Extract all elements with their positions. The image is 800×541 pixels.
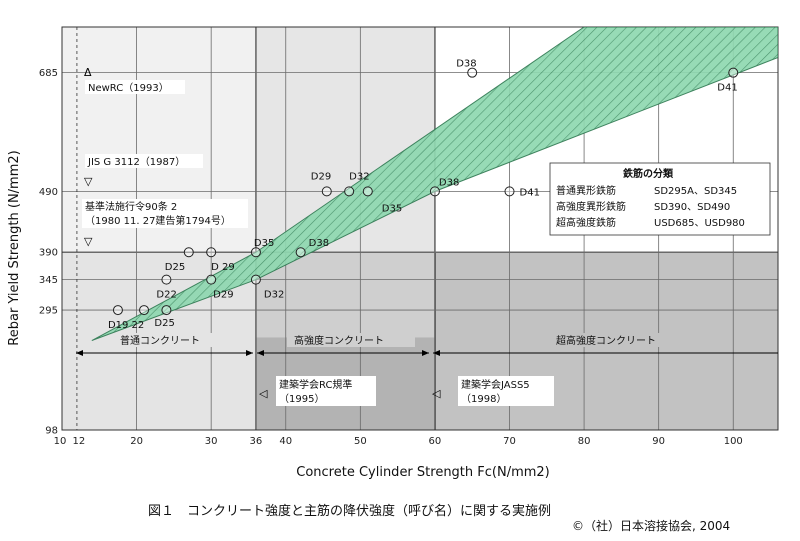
x-tick-label-9: 80 — [578, 436, 591, 447]
x-tick-label-6: 50 — [354, 436, 367, 447]
x-tick-label-0: 10 — [54, 436, 67, 447]
point-label-7: D35 — [254, 238, 274, 249]
legend-title: 鉄筋の分類 — [623, 167, 674, 180]
point-label-3: D22 — [156, 290, 176, 301]
point-label-13: D38 — [439, 177, 459, 188]
point-label-15: D38 — [456, 59, 476, 70]
annotation-jass5-2: （1998） — [461, 393, 506, 405]
point-label-4: D25 — [165, 262, 185, 273]
point-label-14: D41 — [520, 187, 540, 198]
x-tick-label-10: 90 — [652, 436, 665, 447]
legend: 鉄筋の分類 普通異形鉄筋 SD295A、SD345 高強度異形鉄筋 SD390、… — [549, 162, 771, 236]
point-14 — [504, 186, 515, 197]
annotation-jis: JIS G 3112（1987） — [87, 156, 185, 168]
legend-row-3-name: 超高強度鉄筋 — [556, 216, 616, 229]
points-layer: D19 22 D25 D22 D25 D 29 D29 D35 D32 D38 D29 D32 D35… — [108, 59, 739, 331]
legend-row-1-name: 普通異形鉄筋 — [556, 184, 616, 197]
annotation-aij-rc-2: （1995） — [279, 393, 324, 405]
point-0 — [112, 305, 123, 316]
point-16 — [728, 67, 739, 78]
y-tick-label-4: 490 — [39, 187, 58, 198]
region-label-high: 高強度コンクリート — [294, 334, 384, 347]
annotation-newrc: NewRC（1993） — [88, 82, 169, 94]
legend-row-2-grades: SD390、SD490 — [654, 202, 730, 213]
triangle-marker-aij-rc: ◁ — [259, 387, 268, 400]
legend-row-2-name: 高強度異形鉄筋 — [556, 200, 626, 213]
annotation-kijun-2: （1980 11. 27建告第1794号） — [85, 214, 231, 227]
standards-annotations: Δ NewRC（1993） JIS G 3112（1987） ▽ 基準法施行令9… — [82, 66, 554, 406]
point-3 — [161, 274, 172, 285]
annotation-jass5-1: 建築学会JASS5 — [461, 378, 530, 391]
y-tick-label-2: 345 — [39, 275, 58, 286]
triangle-marker-kijun: ▽ — [84, 235, 93, 248]
strength-band — [91, 27, 778, 341]
ticks-layer: 98 295 345 390 490 685 10 12 20 30 36 40 50 60 70 80 90 1… — [39, 68, 743, 447]
copyright-text: ©（社）日本溶接協会, 2004 — [572, 519, 731, 533]
annotation-kijun-1: 基準法施行令90条 2 — [85, 200, 177, 213]
point-label-8: D32 — [264, 290, 284, 301]
point-label-2: D25 — [154, 318, 174, 329]
region-labels: 普通コンクリート 高強度コンクリート 超高強度コンクリート — [76, 333, 778, 356]
y-tick-label-1: 295 — [39, 306, 58, 317]
point-label-6: D29 — [213, 290, 233, 301]
y-tick-label-5: 685 — [39, 68, 58, 79]
point-12 — [362, 186, 373, 197]
point-10 — [321, 186, 332, 197]
y-axis-title: Rebar Yield Strength (N/mm2) — [7, 150, 22, 345]
point-label-10: D29 — [311, 171, 331, 182]
point-label-9: D38 — [309, 238, 329, 249]
point-5 — [206, 247, 217, 258]
x-tick-label-1: 12 — [73, 436, 86, 447]
point-7 — [250, 247, 261, 258]
triangle-marker-jass5: ◁ — [432, 387, 441, 400]
point-15 — [467, 67, 478, 78]
region-label-ultra: 超高強度コンクリート — [556, 334, 656, 347]
x-axis-title: Concrete Cylinder Strength Fc(N/mm2) — [296, 465, 550, 480]
band-polygon — [91, 27, 778, 341]
legend-row-1-grades: SD295A、SD345 — [654, 186, 737, 197]
point-label-11: D32 — [349, 171, 369, 182]
x-tick-label-5: 40 — [279, 436, 292, 447]
x-tick-label-7: 60 — [429, 436, 442, 447]
y-tick-label-3: 390 — [39, 248, 58, 259]
point-13 — [429, 186, 440, 197]
x-tick-label-4: 36 — [250, 436, 263, 447]
x-tick-label-3: 30 — [205, 436, 218, 447]
point-label-12: D35 — [382, 203, 402, 214]
figure-caption: 図１ コンクリート強度と主筋の降伏強度（呼び名）に関する実施例 — [148, 504, 552, 519]
annotation-aij-rc-1: 建築学会RC規準 — [279, 378, 352, 391]
triangle-marker-newrc: Δ — [84, 66, 92, 79]
point-6 — [206, 274, 217, 285]
triangle-marker-jis: ▽ — [84, 175, 93, 188]
x-tick-label-11: 100 — [724, 436, 743, 447]
y-tick-label-0: 98 — [45, 426, 58, 437]
point-label-0: D19 22 — [108, 320, 144, 331]
point-2 — [161, 305, 172, 316]
point-1 — [139, 305, 150, 316]
point-8 — [250, 274, 261, 285]
region-label-normal: 普通コンクリート — [120, 334, 200, 347]
point-9 — [295, 247, 306, 258]
point-11 — [344, 186, 355, 197]
plot-frame — [61, 26, 779, 431]
point-label-5: D 29 — [211, 262, 235, 273]
x-tick-label-8: 70 — [503, 436, 516, 447]
point-4 — [183, 247, 194, 258]
legend-row-3-grades: USD685、USD980 — [654, 218, 745, 229]
point-label-16: D41 — [717, 83, 737, 94]
x-tick-label-2: 20 — [130, 436, 143, 447]
